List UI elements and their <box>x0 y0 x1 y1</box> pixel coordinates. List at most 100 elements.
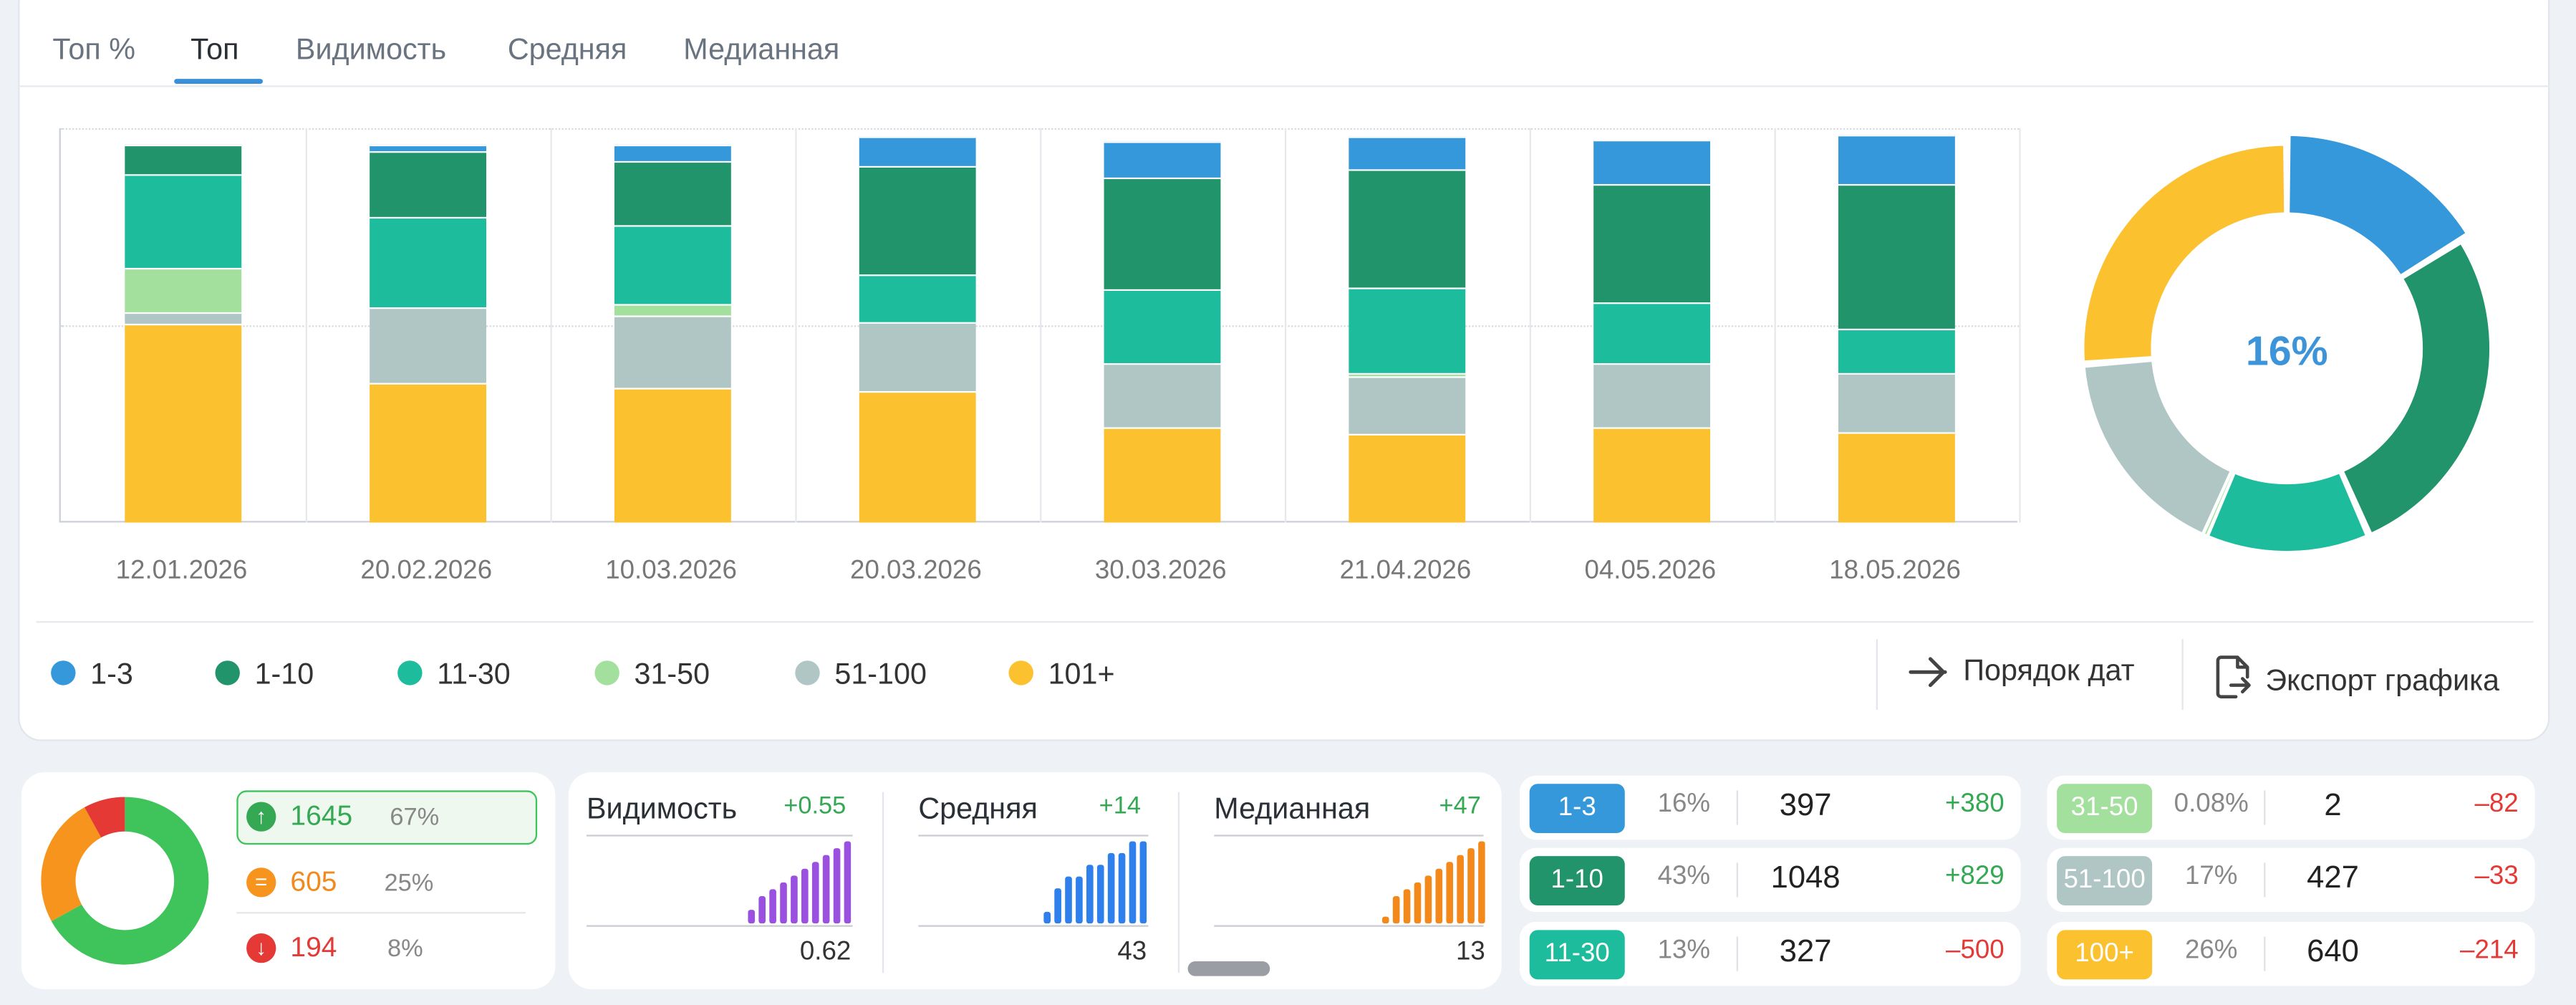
changes-slice-down <box>84 797 125 838</box>
sparkline-bar <box>780 882 787 924</box>
sparkline-bar <box>1446 862 1454 924</box>
changes-down-row[interactable]: ↓ 194 8% <box>246 932 423 965</box>
tab-visibility[interactable]: Видимость <box>295 32 447 66</box>
range-row-31-50[interactable]: 31-50 0.08% 2 –82 <box>2047 775 2535 840</box>
divider <box>1736 790 1739 825</box>
legend-dot-icon <box>594 660 619 686</box>
donut-slice-51-100[interactable] <box>2083 359 2233 536</box>
bar-segment-31-50 <box>1349 372 1466 377</box>
range-count: 327 <box>1779 935 1832 970</box>
range-row-51-100[interactable]: 51-100 17% 427 –33 <box>2047 847 2535 913</box>
bar-segment-11-30 <box>1104 289 1221 363</box>
bar-segment-101+ <box>125 323 242 523</box>
donut-slice-1-3[interactable] <box>2287 133 2469 278</box>
x-tick-label: 12.01.2026 <box>115 557 248 585</box>
metric-visibility-delta: +0.55 <box>783 792 846 820</box>
horizontal-scrollbar-thumb[interactable] <box>1187 961 1270 976</box>
bar-segment-11-30 <box>1838 329 1955 373</box>
legend-dot-icon <box>215 660 240 686</box>
bar-segment-1-10 <box>859 165 976 274</box>
average-sparkline <box>1043 841 1147 924</box>
sparkline-bar <box>822 855 830 924</box>
sparkline-bar <box>1424 875 1432 924</box>
divider <box>918 925 1149 927</box>
sparkline-bar <box>1414 882 1422 924</box>
sparkline-bar <box>1065 876 1072 924</box>
bar-segment-51-100 <box>859 321 976 391</box>
bar-segment-101+ <box>614 388 731 523</box>
stacked-bar-chart <box>59 128 2021 523</box>
sparkline-bar <box>1076 876 1083 924</box>
range-row-1-3[interactable]: 1-3 16% 397 +380 <box>1519 775 2021 840</box>
metric-median-delta: +47 <box>1439 792 1481 820</box>
legend-item-51-100[interactable]: 51-100 <box>795 658 927 692</box>
range-row-100+[interactable]: 100+ 26% 640 –214 <box>2047 921 2535 986</box>
sparkline-bar <box>1086 865 1094 924</box>
bar-segment-101+ <box>370 383 487 523</box>
sparkline-bar <box>1096 865 1104 924</box>
bar-segment-11-30 <box>1349 287 1466 373</box>
range-row-1-10[interactable]: 1-10 43% 1048 +829 <box>1519 847 2021 913</box>
tab-median[interactable]: Медианная <box>683 32 840 66</box>
metric-average-name: Средняя <box>918 792 1038 825</box>
x-tick-label: 18.05.2026 <box>1829 557 1961 585</box>
legend-dot-icon <box>397 660 423 686</box>
changes-up-count: 1645 <box>290 800 353 832</box>
median-sparkline <box>1381 841 1485 924</box>
legend-label: 101+ <box>1048 657 1115 691</box>
bar-segment-1-3 <box>370 143 487 152</box>
sparkline-bar <box>1478 841 1485 924</box>
changes-donut-chart <box>41 797 209 965</box>
sparkline-bar <box>833 848 841 924</box>
changes-summary-card: ↑ 1645 67% = 605 25% ↓ 194 8% <box>21 772 556 989</box>
range-percent: 13% <box>1657 936 1711 965</box>
sparkline-bar <box>769 889 776 924</box>
sparkline-bar <box>801 868 809 924</box>
tab-top[interactable]: Топ <box>190 32 239 66</box>
x-tick-label: 10.03.2026 <box>605 557 737 585</box>
sparkline-bar <box>1392 895 1400 924</box>
divider <box>586 835 853 837</box>
gridline <box>795 128 797 523</box>
metric-visibility-name: Видимость <box>586 792 738 825</box>
tab-top-percent[interactable]: Топ % <box>52 32 135 66</box>
legend-item-31-50[interactable]: 31-50 <box>594 658 710 692</box>
sparkline-bar <box>1381 916 1389 924</box>
equals-icon: = <box>246 867 276 898</box>
x-tick-label: 20.02.2026 <box>360 557 493 585</box>
metric-average-delta: +14 <box>1099 792 1142 820</box>
range-row-11-30[interactable]: 11-30 13% 327 –500 <box>1519 921 2021 986</box>
sparkline-bar <box>791 875 798 924</box>
divider <box>2264 862 2266 898</box>
legend-divider <box>36 621 2534 623</box>
donut-slice-101+[interactable] <box>2082 143 2287 363</box>
export-chart-button[interactable]: Экспорт графика <box>2213 654 2499 700</box>
changes-same-row[interactable]: = 605 25% <box>246 866 433 899</box>
bar-segment-51-100 <box>370 307 487 383</box>
bar-segment-11-30 <box>370 216 487 308</box>
bar-segment-101+ <box>1349 433 1466 523</box>
metric-average-value: 43 <box>1117 938 1147 966</box>
bar-segment-51-100 <box>1838 372 1955 432</box>
range-delta: +380 <box>1944 790 2005 819</box>
range-percent: 0.08% <box>2174 790 2249 819</box>
metrics-card: Видимость +0.55 0.62 Средняя +14 43 Меди… <box>568 772 1502 989</box>
bar-segment-1-3 <box>1838 134 1955 183</box>
tab-average[interactable]: Средняя <box>507 32 627 66</box>
sparkline-bar <box>758 895 766 924</box>
donut-slice-1-10[interactable] <box>2340 241 2492 536</box>
changes-up-row[interactable] <box>236 790 538 845</box>
range-badge: 31-50 <box>2057 784 2153 834</box>
legend-item-101+[interactable]: 101+ <box>1008 657 1115 692</box>
changes-same-percent: 25% <box>384 869 434 898</box>
bar-segment-101+ <box>1838 431 1955 523</box>
donut-slice-11-30[interactable] <box>2206 471 2368 554</box>
range-delta: +829 <box>1944 862 2005 891</box>
legend-item-1-10[interactable]: 1-10 <box>215 658 314 692</box>
date-order-button[interactable]: Порядок дат <box>1907 654 2135 690</box>
bar-segment-51-100 <box>614 315 731 389</box>
legend-item-1-3[interactable]: 1-3 <box>51 658 133 692</box>
divider <box>2181 639 2184 711</box>
sparkline-bar <box>844 841 852 924</box>
legend-item-11-30[interactable]: 11-30 <box>397 658 511 692</box>
